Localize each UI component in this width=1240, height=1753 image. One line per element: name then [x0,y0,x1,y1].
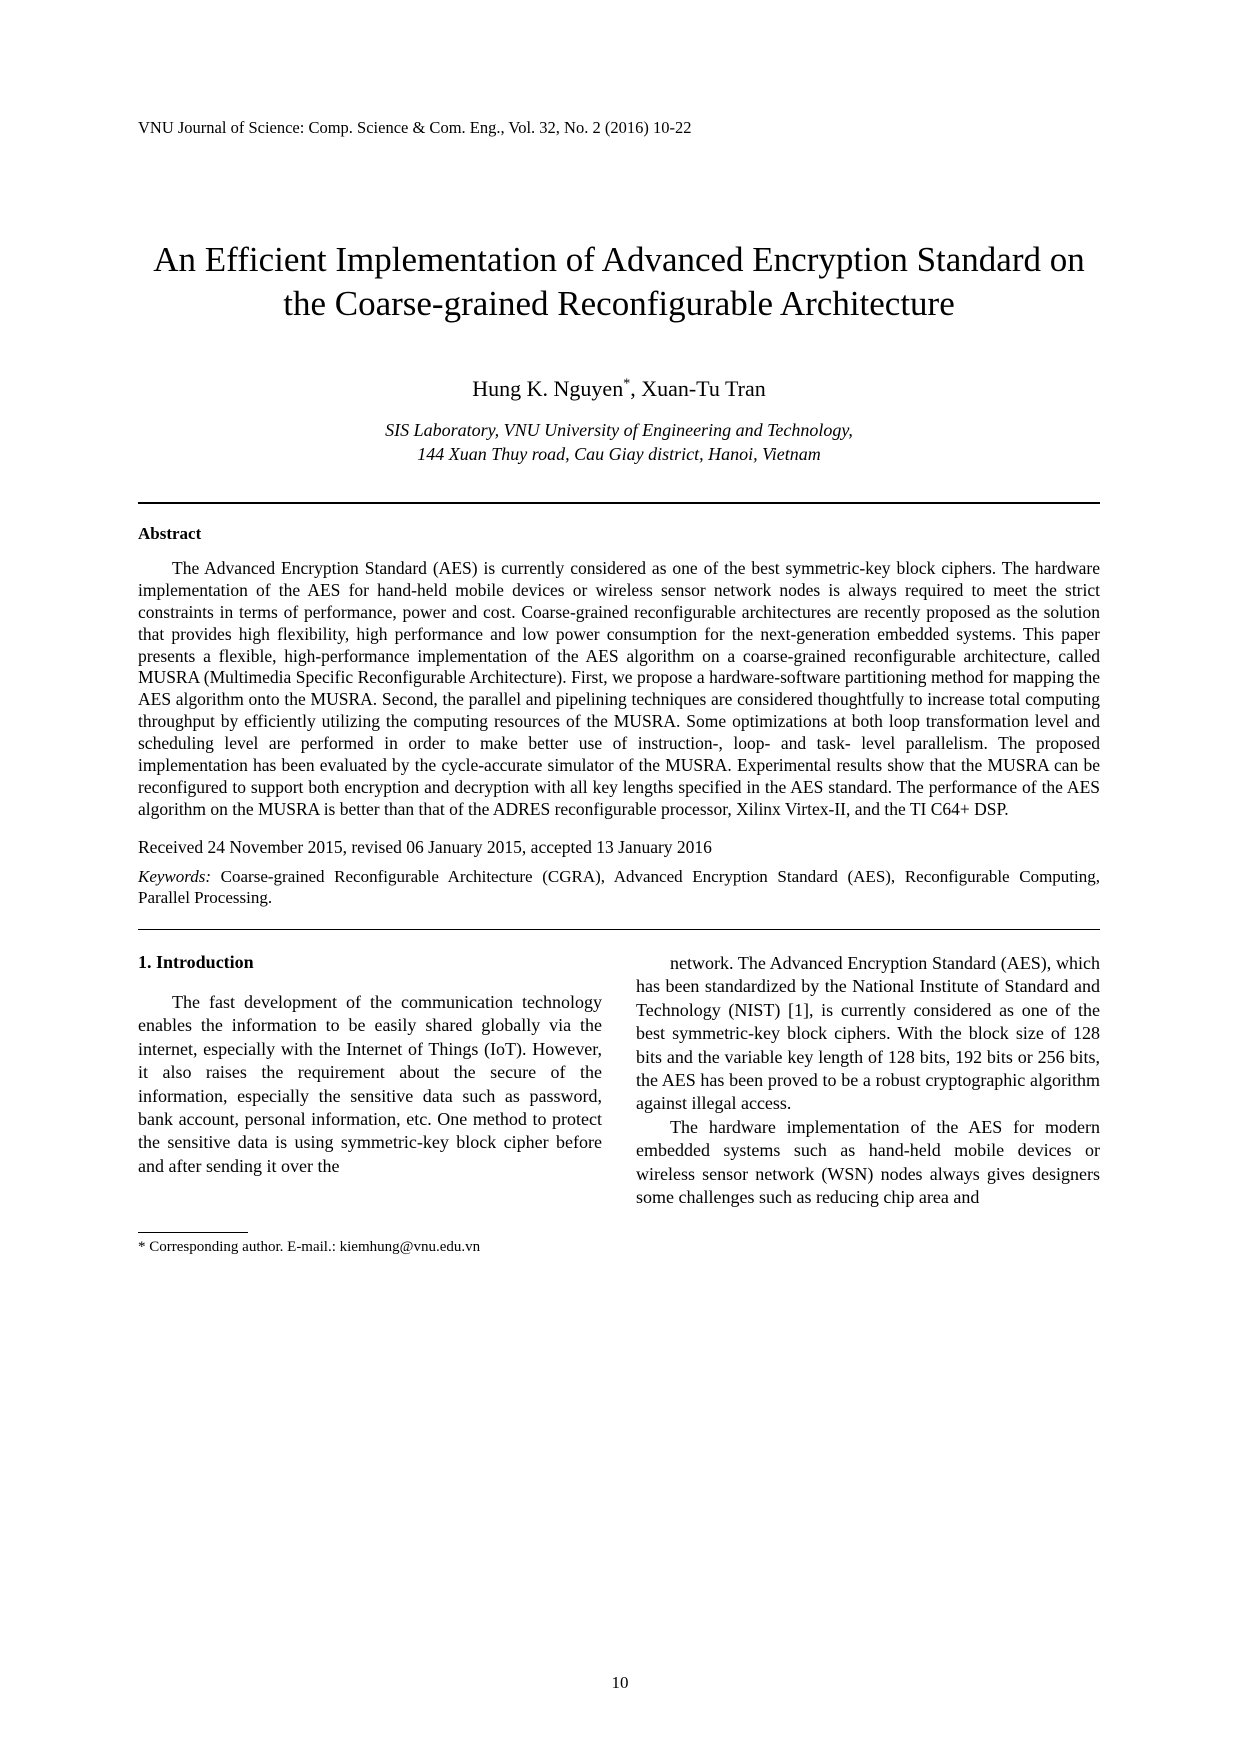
received-line: Received 24 November 2015, revised 06 Ja… [138,837,1100,858]
column-left: 1. Introduction The fast development of … [138,952,602,1256]
affiliation: SIS Laboratory, VNU University of Engine… [138,418,1100,467]
footnote-rule [138,1232,248,1233]
page-container: VNU Journal of Science: Comp. Science & … [0,0,1240,1316]
rule-abstract-bottom [138,929,1100,930]
paper-title: An Efficient Implementation of Advanced … [138,238,1100,326]
section-1-paragraph-2: network. The Advanced Encryption Standar… [636,952,1100,1116]
section-1-heading: 1. Introduction [138,952,602,973]
affiliation-line-2: 144 Xuan Thuy road, Cau Giay district, H… [138,442,1100,466]
affiliation-line-1: SIS Laboratory, VNU University of Engine… [138,418,1100,442]
keywords-label: Keywords: [138,867,211,886]
two-column-body: 1. Introduction The fast development of … [138,952,1100,1256]
section-1-paragraph-3: The hardware implementation of the AES f… [636,1116,1100,1210]
journal-header: VNU Journal of Science: Comp. Science & … [138,118,1100,138]
column-right: network. The Advanced Encryption Standar… [636,952,1100,1256]
keywords: Keywords: Coarse-grained Reconfigurable … [138,866,1100,910]
author-name-2: , Xuan-Tu Tran [630,376,766,401]
rule-abstract-top [138,502,1100,504]
author-name-1: Hung K. Nguyen [472,376,623,401]
keywords-text: Coarse-grained Reconfigurable Architectu… [138,867,1100,908]
abstract-label: Abstract [138,524,1100,544]
footnote-text: * Corresponding author. E-mail.: kiemhun… [138,1239,602,1256]
abstract-body: The Advanced Encryption Standard (AES) i… [138,558,1100,821]
page-number: 10 [0,1673,1240,1693]
section-1-paragraph-1: The fast development of the communicatio… [138,991,602,1178]
authors-line: Hung K. Nguyen*, Xuan-Tu Tran [138,376,1100,402]
